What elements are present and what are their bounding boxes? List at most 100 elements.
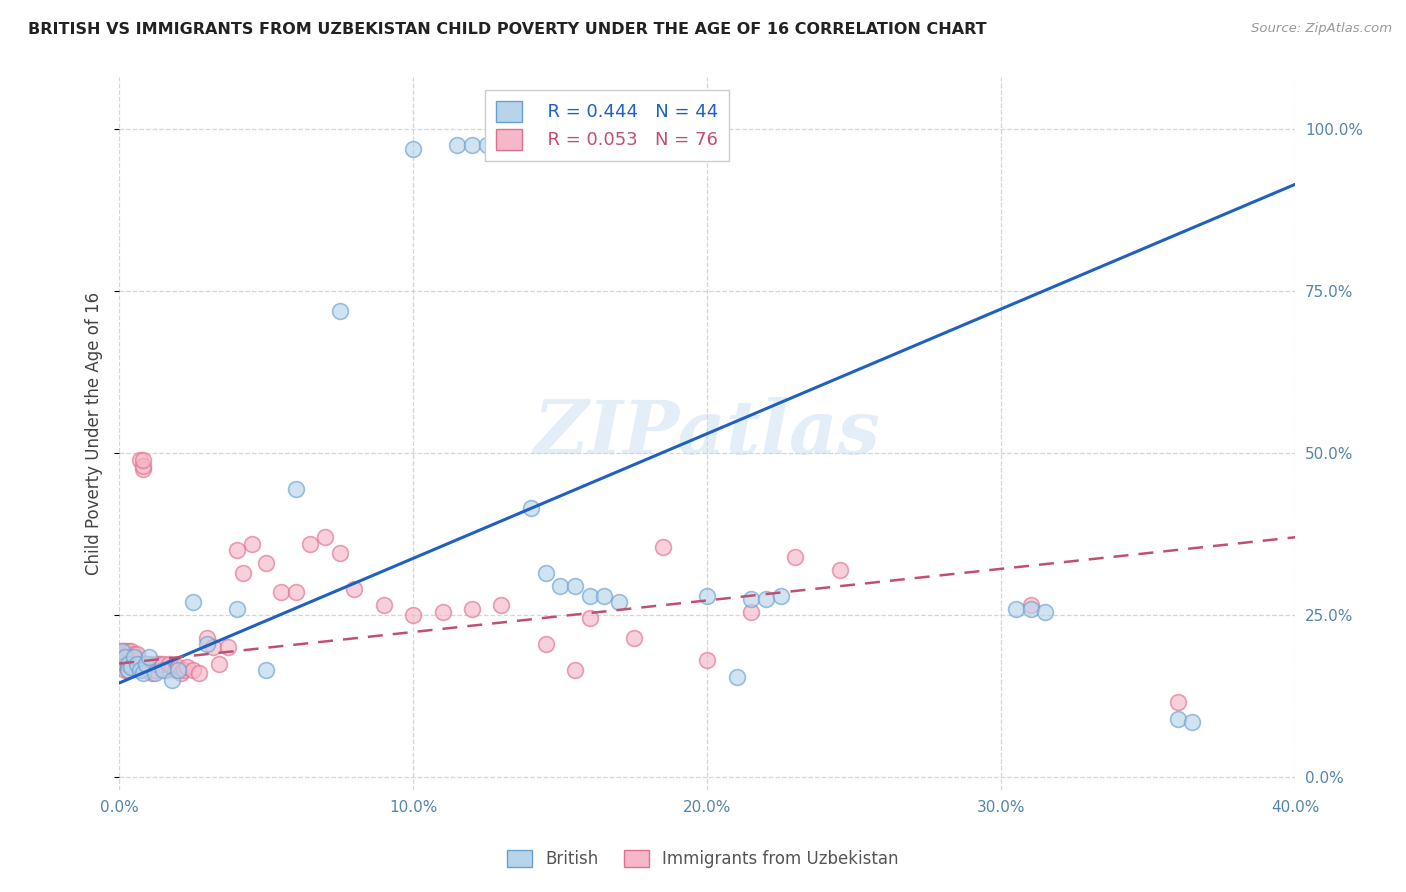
Point <box>623 631 645 645</box>
Point <box>165 663 187 677</box>
Point <box>141 666 163 681</box>
Point <box>122 653 145 667</box>
Point <box>270 585 292 599</box>
Point <box>284 585 307 599</box>
Point <box>202 640 225 655</box>
Text: Source: ZipAtlas.com: Source: ZipAtlas.com <box>1251 22 1392 36</box>
Point <box>402 142 425 156</box>
Point <box>132 462 155 476</box>
Point <box>505 138 527 153</box>
Point <box>111 650 134 665</box>
Point <box>197 631 219 645</box>
Point <box>652 540 675 554</box>
Point <box>740 591 762 606</box>
Point <box>402 607 425 622</box>
Point <box>254 663 277 677</box>
Point <box>1167 712 1189 726</box>
Point <box>125 660 148 674</box>
Point <box>607 595 630 609</box>
Point <box>343 582 366 596</box>
Point <box>520 501 543 516</box>
Point <box>111 657 134 671</box>
Point <box>696 653 718 667</box>
Point <box>117 657 139 671</box>
Point <box>461 138 484 153</box>
Point <box>138 650 160 665</box>
Point <box>146 657 169 671</box>
Point <box>125 647 148 661</box>
Point <box>117 663 139 677</box>
Point <box>299 537 322 551</box>
Point <box>143 663 166 677</box>
Point <box>120 657 142 671</box>
Y-axis label: Child Poverty Under the Age of 16: Child Poverty Under the Age of 16 <box>86 292 103 575</box>
Point <box>132 458 155 473</box>
Point <box>114 663 136 677</box>
Point <box>181 595 204 609</box>
Point <box>232 566 254 580</box>
Point <box>114 643 136 657</box>
Point <box>373 599 395 613</box>
Point <box>240 537 263 551</box>
Point <box>152 657 174 671</box>
Text: BRITISH VS IMMIGRANTS FROM UZBEKISTAN CHILD POVERTY UNDER THE AGE OF 16 CORRELAT: BRITISH VS IMMIGRANTS FROM UZBEKISTAN CH… <box>28 22 987 37</box>
Point <box>534 637 557 651</box>
Point <box>122 660 145 674</box>
Point <box>157 657 180 671</box>
Point <box>432 605 454 619</box>
Point <box>578 589 600 603</box>
Point <box>1167 695 1189 709</box>
Point <box>208 657 231 671</box>
Point <box>593 589 616 603</box>
Point <box>1005 601 1028 615</box>
Point <box>114 657 136 671</box>
Point <box>167 663 190 677</box>
Point <box>160 673 183 687</box>
Point <box>534 566 557 580</box>
Point <box>1019 599 1042 613</box>
Point <box>128 663 150 677</box>
Point <box>135 657 157 671</box>
Point <box>284 482 307 496</box>
Point <box>120 650 142 665</box>
Point <box>578 611 600 625</box>
Point <box>828 563 851 577</box>
Point <box>181 663 204 677</box>
Point <box>125 653 148 667</box>
Point <box>143 657 166 671</box>
Point <box>314 530 336 544</box>
Point <box>135 657 157 671</box>
Point <box>122 650 145 665</box>
Point <box>138 663 160 677</box>
Point <box>117 663 139 677</box>
Point <box>187 666 209 681</box>
Point <box>176 660 198 674</box>
Point <box>755 591 778 606</box>
Point <box>1019 601 1042 615</box>
Point <box>475 138 498 153</box>
Point <box>254 556 277 570</box>
Point <box>446 138 468 153</box>
Point <box>132 452 155 467</box>
Point <box>138 657 160 671</box>
Point <box>785 549 807 564</box>
Point <box>329 303 352 318</box>
Point <box>564 663 586 677</box>
Point <box>170 666 193 681</box>
Point <box>173 663 195 677</box>
Point <box>117 657 139 671</box>
Point <box>329 546 352 560</box>
Point <box>117 650 139 665</box>
Point <box>111 643 134 657</box>
Point <box>120 660 142 674</box>
Point <box>117 643 139 657</box>
Point <box>725 669 748 683</box>
Point <box>225 543 247 558</box>
Point <box>149 657 172 671</box>
Text: ZIPatlas: ZIPatlas <box>534 398 880 470</box>
Point <box>128 657 150 671</box>
Point <box>122 647 145 661</box>
Point <box>111 643 134 657</box>
Point <box>128 452 150 467</box>
Point <box>120 643 142 657</box>
